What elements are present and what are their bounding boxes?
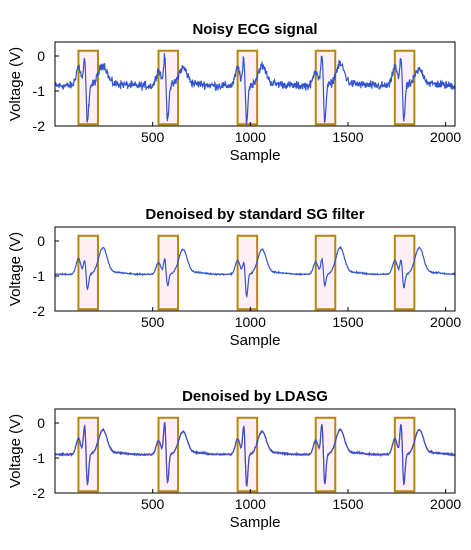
y-tick-label: 0 bbox=[37, 415, 45, 431]
y-tick-label: 0 bbox=[37, 48, 45, 64]
y-tick-label: -2 bbox=[33, 118, 46, 134]
y-tick-label: -1 bbox=[33, 268, 46, 284]
x-tick-label: 1500 bbox=[332, 496, 363, 512]
y-tick-label: -2 bbox=[33, 303, 46, 319]
ecg-series-line bbox=[54, 422, 456, 487]
highlight-box bbox=[314, 234, 337, 311]
ecg-panel-2: Denoised by standard SG filter 0 -1 -2 500 10… bbox=[7, 206, 461, 349]
highlight-box bbox=[77, 234, 99, 311]
y-tick-label: -2 bbox=[33, 485, 46, 501]
x-tick-label: 2000 bbox=[430, 314, 461, 330]
x-tick-label: 2000 bbox=[430, 496, 461, 512]
highlight-box bbox=[236, 234, 259, 311]
x-tick-label: 500 bbox=[141, 314, 165, 330]
x-tick-label: 2000 bbox=[430, 129, 461, 145]
y-axis-label: Voltage (V) bbox=[7, 232, 24, 306]
ecg-series-line bbox=[54, 53, 456, 125]
x-tick-label: 500 bbox=[141, 496, 165, 512]
axes-frame bbox=[54, 408, 456, 494]
ecg-panel-1: Noisy ECG signal 0 -1 -2 500 1000 1500 2000 Samp… bbox=[7, 21, 461, 164]
axes-frame bbox=[54, 41, 456, 127]
y-axis-label: Voltage (V) bbox=[7, 47, 24, 121]
x-tick-label: 1000 bbox=[235, 496, 266, 512]
panel-title: Denoised by LDASG bbox=[182, 388, 328, 405]
y-tick-label: 0 bbox=[37, 233, 45, 249]
y-tick-label: -1 bbox=[33, 83, 46, 99]
axes-frame bbox=[54, 226, 456, 312]
highlight-box bbox=[393, 234, 416, 311]
x-tick-label: 1000 bbox=[235, 314, 266, 330]
ecg-panel-3: Denoised by LDASG 0 -1 -2 500 1000 1500 2000 Sam… bbox=[7, 388, 461, 531]
ecg-series-line bbox=[55, 245, 456, 299]
panel-title: Noisy ECG signal bbox=[192, 21, 317, 38]
y-tick-label: -1 bbox=[33, 450, 46, 466]
panel-title: Denoised by standard SG filter bbox=[145, 206, 364, 223]
highlight-box bbox=[157, 234, 180, 311]
x-tick-label: 500 bbox=[141, 129, 165, 145]
y-axis-label: Voltage (V) bbox=[7, 414, 24, 488]
x-tick-label: 1500 bbox=[332, 314, 363, 330]
x-axis-label: Sample bbox=[230, 514, 281, 531]
x-tick-label: 1500 bbox=[332, 129, 363, 145]
x-tick-label: 1000 bbox=[235, 129, 266, 145]
x-axis-label: Sample bbox=[230, 147, 281, 164]
x-axis-label: Sample bbox=[230, 332, 281, 349]
